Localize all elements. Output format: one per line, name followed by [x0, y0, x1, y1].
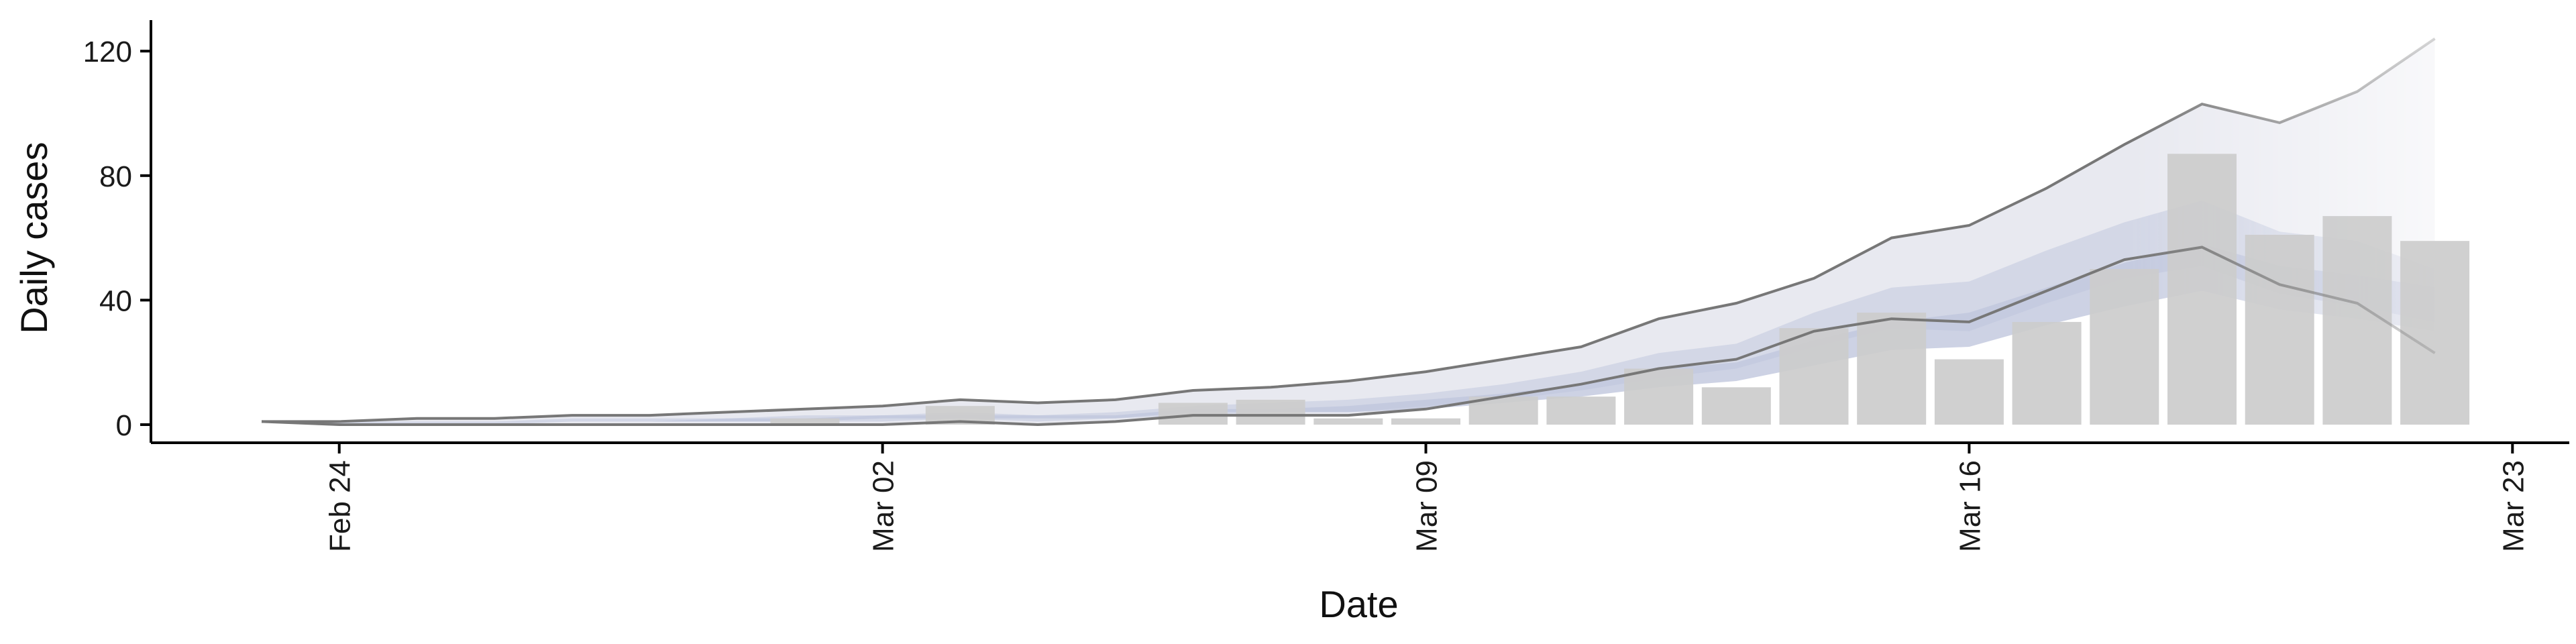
- axes: [150, 20, 2569, 444]
- y-tick-label: 120: [83, 36, 132, 68]
- case-bar: [2167, 154, 2237, 425]
- case-bars: [770, 154, 2470, 425]
- outer-band: [262, 38, 2435, 425]
- case-bar: [1857, 313, 1927, 425]
- case-bar: [2012, 321, 2082, 425]
- case-bar: [1934, 359, 2004, 425]
- x-axis-title: Date: [1319, 583, 1398, 625]
- x-axis-ticks: Feb 24 Mar 02 Mar 09 Mar 16 Mar 23: [324, 443, 2530, 552]
- case-bar: [1546, 396, 1616, 425]
- y-axis-title: Daily cases: [13, 142, 55, 333]
- case-bar: [1701, 387, 1771, 425]
- case-bar: [1158, 402, 1228, 425]
- y-tick-label: 40: [99, 284, 132, 317]
- case-bar: [1313, 418, 1383, 425]
- x-tick-label: Mar 09: [1411, 460, 1444, 552]
- x-tick-label: Mar 23: [2497, 460, 2530, 552]
- case-bar: [2322, 216, 2392, 425]
- y-tick-label: 0: [116, 409, 132, 442]
- bound-lines: [261, 37, 2436, 427]
- y-tick-label: 80: [99, 160, 132, 193]
- x-tick-label: Feb 24: [324, 460, 357, 552]
- case-bar: [1391, 418, 1460, 425]
- case-bar: [1624, 368, 1694, 425]
- case-bar: [770, 418, 840, 425]
- y-axis-ticks: 0 40 80 120: [83, 36, 151, 442]
- case-bar: [1236, 399, 1305, 425]
- case-bar: [2090, 269, 2159, 425]
- case-bar: [1779, 328, 1849, 425]
- case-bar: [2245, 235, 2314, 425]
- upper-bound-line: [262, 37, 2436, 423]
- case-bar: [2400, 241, 2470, 425]
- x-tick-label: Mar 02: [867, 460, 900, 552]
- x-tick-label: Mar 16: [1953, 460, 1986, 552]
- lower-bound-line: [261, 246, 2436, 427]
